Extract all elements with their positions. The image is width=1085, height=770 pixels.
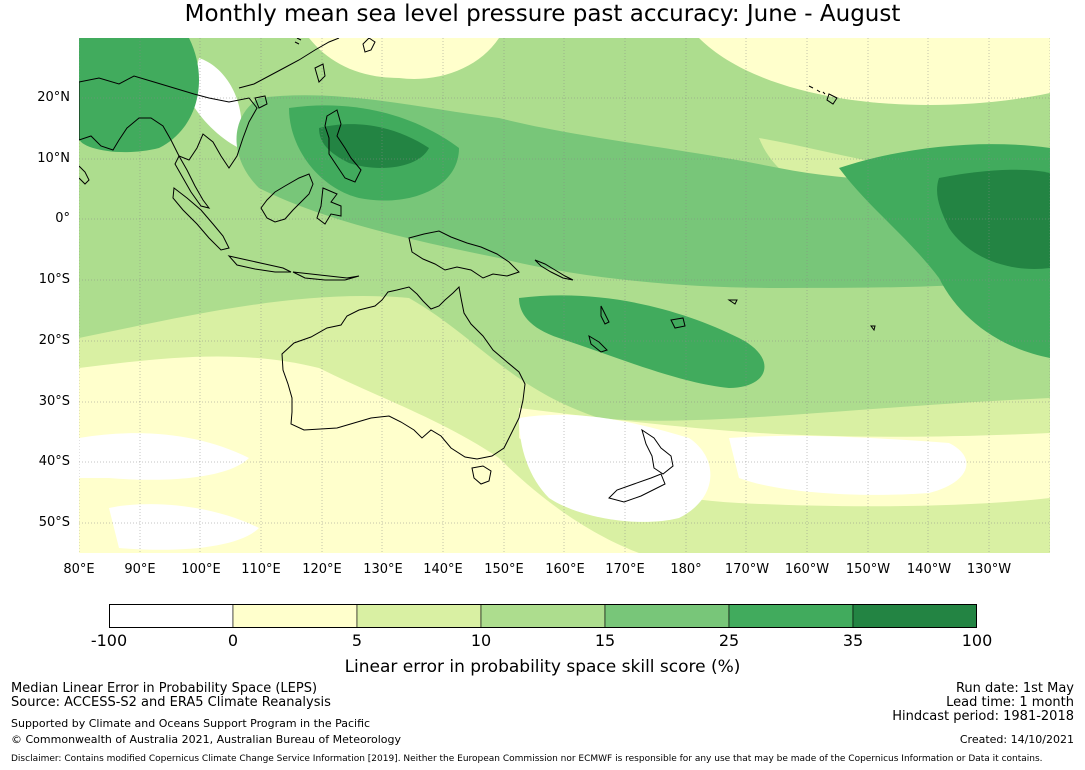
lon-label: 120°E <box>302 562 342 577</box>
new-guinea-coastline <box>408 230 520 279</box>
colorbar <box>109 604 977 628</box>
lat-label: 0° <box>55 211 70 226</box>
lat-label: 10°S <box>38 272 70 287</box>
lon-label: 130°W <box>966 562 1012 577</box>
colorbar-tick-label: 35 <box>842 631 864 650</box>
philippines-coastline <box>324 109 362 183</box>
source-text: Source: ACCESS-S2 and ERA5 Climate Reana… <box>11 695 331 710</box>
skill-region-good <box>79 38 199 153</box>
colorbar-swatch <box>232 604 358 628</box>
lat-label: 30°S <box>38 394 70 409</box>
colorbar-tick-label: 5 <box>351 631 363 650</box>
lon-label: 110°E <box>241 562 281 577</box>
lon-label: 90°E <box>124 562 156 577</box>
colorbar-swatch <box>728 604 854 628</box>
fiji-coastline <box>670 317 686 329</box>
skill-region-good <box>519 295 765 388</box>
skill-region-negative <box>519 414 711 522</box>
run-date-text: Run date: 1st May <box>955 681 1074 696</box>
skill-region-very-low <box>699 38 1050 105</box>
lon-label: 160°W <box>784 562 830 577</box>
skill-score-map <box>79 38 1050 553</box>
support-text: Supported by Climate and Oceans Support … <box>11 717 371 730</box>
hindcast-text: Hindcast period: 1981-2018 <box>892 709 1074 724</box>
lat-label: 20°S <box>38 333 70 348</box>
lead-time-text: Lead time: 1 month <box>946 695 1074 710</box>
colorbar-tick-label: 15 <box>594 631 616 650</box>
lesser-sunda-coastline <box>292 271 360 281</box>
lat-label: 50°S <box>38 515 70 530</box>
lon-label: 180° <box>670 562 702 577</box>
disclaimer-text: Disclaimer: Contains modified Copernicus… <box>11 754 1043 764</box>
colorbar-title: Linear error in probability space skill … <box>344 657 741 677</box>
lon-label: 170°W <box>724 562 770 577</box>
new-caledonia-coastline <box>588 334 608 353</box>
samoa-coastline <box>727 299 738 305</box>
taiwan-coastline <box>314 63 326 83</box>
copyright-text: © Commonwealth of Australia 2021, Austra… <box>11 733 401 746</box>
sumatra-coastline <box>172 187 230 251</box>
vanuatu-coastline <box>600 305 610 325</box>
lon-label: 150°E <box>484 562 524 577</box>
colorbar-tick-label: -100 <box>90 631 128 650</box>
lon-label: 100°E <box>181 562 221 577</box>
lon-label: 140°W <box>906 562 952 577</box>
skill-region-high <box>319 124 429 168</box>
china-coastline <box>238 38 340 89</box>
colorbar-tick-label: 25 <box>718 631 740 650</box>
australia-coastline <box>281 285 526 460</box>
nz-south-island-coastline <box>608 473 666 503</box>
colorbar-tick-label: 100 <box>961 631 993 650</box>
lat-label: 40°S <box>38 454 70 469</box>
hawaii-small-islands <box>808 85 826 95</box>
colorbar-swatch <box>480 604 606 628</box>
lon-label: 170°E <box>605 562 645 577</box>
micronesia-islands <box>294 38 302 45</box>
nz-north-island-coastline <box>641 428 674 475</box>
colorbar-swatch <box>109 604 234 628</box>
lat-label: 10°N <box>37 151 70 166</box>
lon-label: 140°E <box>423 562 463 577</box>
map-title: Monthly mean sea level pressure past acc… <box>184 1 901 27</box>
colorbar-swatch <box>852 604 977 628</box>
skill-region-very-low <box>309 38 499 79</box>
hainan-coastline <box>254 95 268 109</box>
borneo-coastline <box>260 173 314 223</box>
skill-region-high <box>937 169 1050 269</box>
tahiti-coastline <box>870 325 876 332</box>
lon-label: 160°E <box>545 562 585 577</box>
created-text: Created: 14/10/2021 <box>959 733 1074 746</box>
tasmania-coastline <box>471 465 492 485</box>
sulawesi-coastline <box>316 187 342 225</box>
colorbar-tick-label: 0 <box>227 631 239 650</box>
japan-coastline <box>362 38 376 53</box>
india-coastline <box>79 165 90 185</box>
lon-label: 80°E <box>63 562 95 577</box>
malay-peninsula-coastline <box>174 154 211 209</box>
skill-region-negative <box>729 435 967 495</box>
metric-text: Median Linear Error in Probability Space… <box>11 681 318 696</box>
hawaii-coastline <box>826 93 838 105</box>
se-asia-coastline <box>79 75 258 169</box>
solomon-islands-coastline <box>534 259 574 281</box>
skill-region-very-low <box>79 356 639 553</box>
lat-label: 20°N <box>37 90 70 105</box>
skill-region-negative <box>189 58 242 148</box>
lon-label: 150°W <box>845 562 891 577</box>
java-coastline <box>227 255 292 273</box>
colorbar-swatch <box>604 604 730 628</box>
skill-region-negative <box>109 504 259 550</box>
colorbar-swatch <box>356 604 482 628</box>
colorbar-tick-label: 10 <box>470 631 492 650</box>
lon-label: 130°E <box>363 562 403 577</box>
skill-region-fair <box>79 148 149 308</box>
skill-region-negative <box>79 433 249 480</box>
